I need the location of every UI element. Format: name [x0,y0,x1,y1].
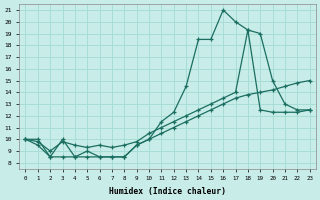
X-axis label: Humidex (Indice chaleur): Humidex (Indice chaleur) [109,187,226,196]
